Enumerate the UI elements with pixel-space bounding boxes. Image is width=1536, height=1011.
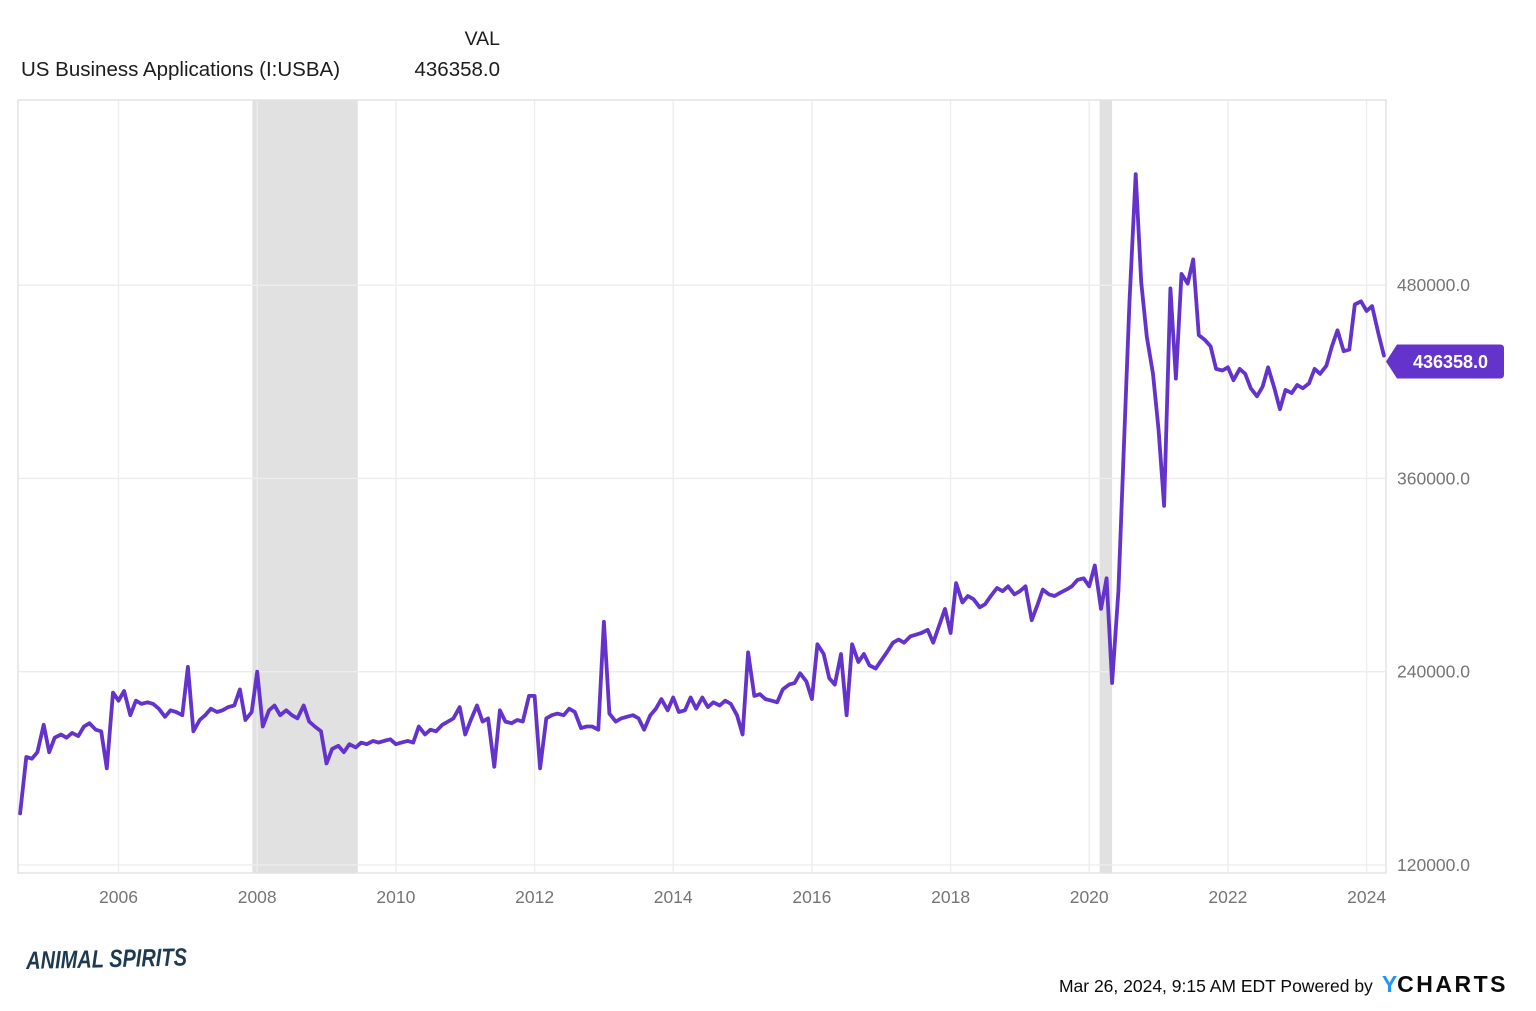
x-axis-tick-label: 2020 [1070,887,1109,907]
x-axis-tick-label: 2016 [792,887,831,907]
series-line [18,172,1386,816]
value-flag-group: 436358.0 [1386,344,1504,379]
series-group [18,172,1386,816]
x-axis-tick-label: 2018 [931,887,970,907]
x-axis-tick-label: 2014 [654,887,693,907]
plot-border-group [17,99,1387,874]
ycharts-logo-y: Y [1381,971,1398,997]
latest-value-flag-text: 436358.0 [1413,352,1488,372]
x-axis-tick-label: 2022 [1208,887,1247,907]
plot-border [17,99,1387,874]
series-latest-value: 436358.0 [414,58,500,81]
y-axis-tick-label: 120000.0 [1397,855,1470,875]
gridlines-group [18,100,1386,873]
page-title: US Business Applications (I:USBA) [21,58,341,81]
y-axis-tick-label: 360000.0 [1397,468,1470,488]
value-column-header: VAL [464,28,500,50]
axis-labels-group: 480000.0 360000.0 240000.0 120000.0 2006 2008… [99,275,1470,907]
y-axis-tick-label: 240000.0 [1397,662,1470,682]
ycharts-logo-charts: CHARTS [1397,971,1508,997]
x-axis-tick-label: 2008 [238,887,277,907]
x-axis-tick-label: 2012 [515,887,554,907]
x-axis-tick-label: 2006 [99,887,138,907]
recession-band [1099,100,1113,873]
footer-attribution: Mar 26, 2024, 9:15 AM EDT Powered by YCH… [1059,971,1508,998]
timestamp-label: Mar 26, 2024, 9:15 AM EDT Powered by [1058,976,1373,996]
x-axis-tick-label: 2024 [1347,887,1386,907]
x-axis-tick-label: 2010 [376,887,415,907]
animal-spirits-logo: ANIMAL SPIRITS [26,943,188,975]
recession-bands-group [252,100,1113,873]
y-axis-tick-label: 480000.0 [1397,275,1470,295]
recession-band [252,100,358,873]
ycharts-logo: YCHARTS [1382,971,1508,998]
latest-value-flag [1386,344,1504,379]
